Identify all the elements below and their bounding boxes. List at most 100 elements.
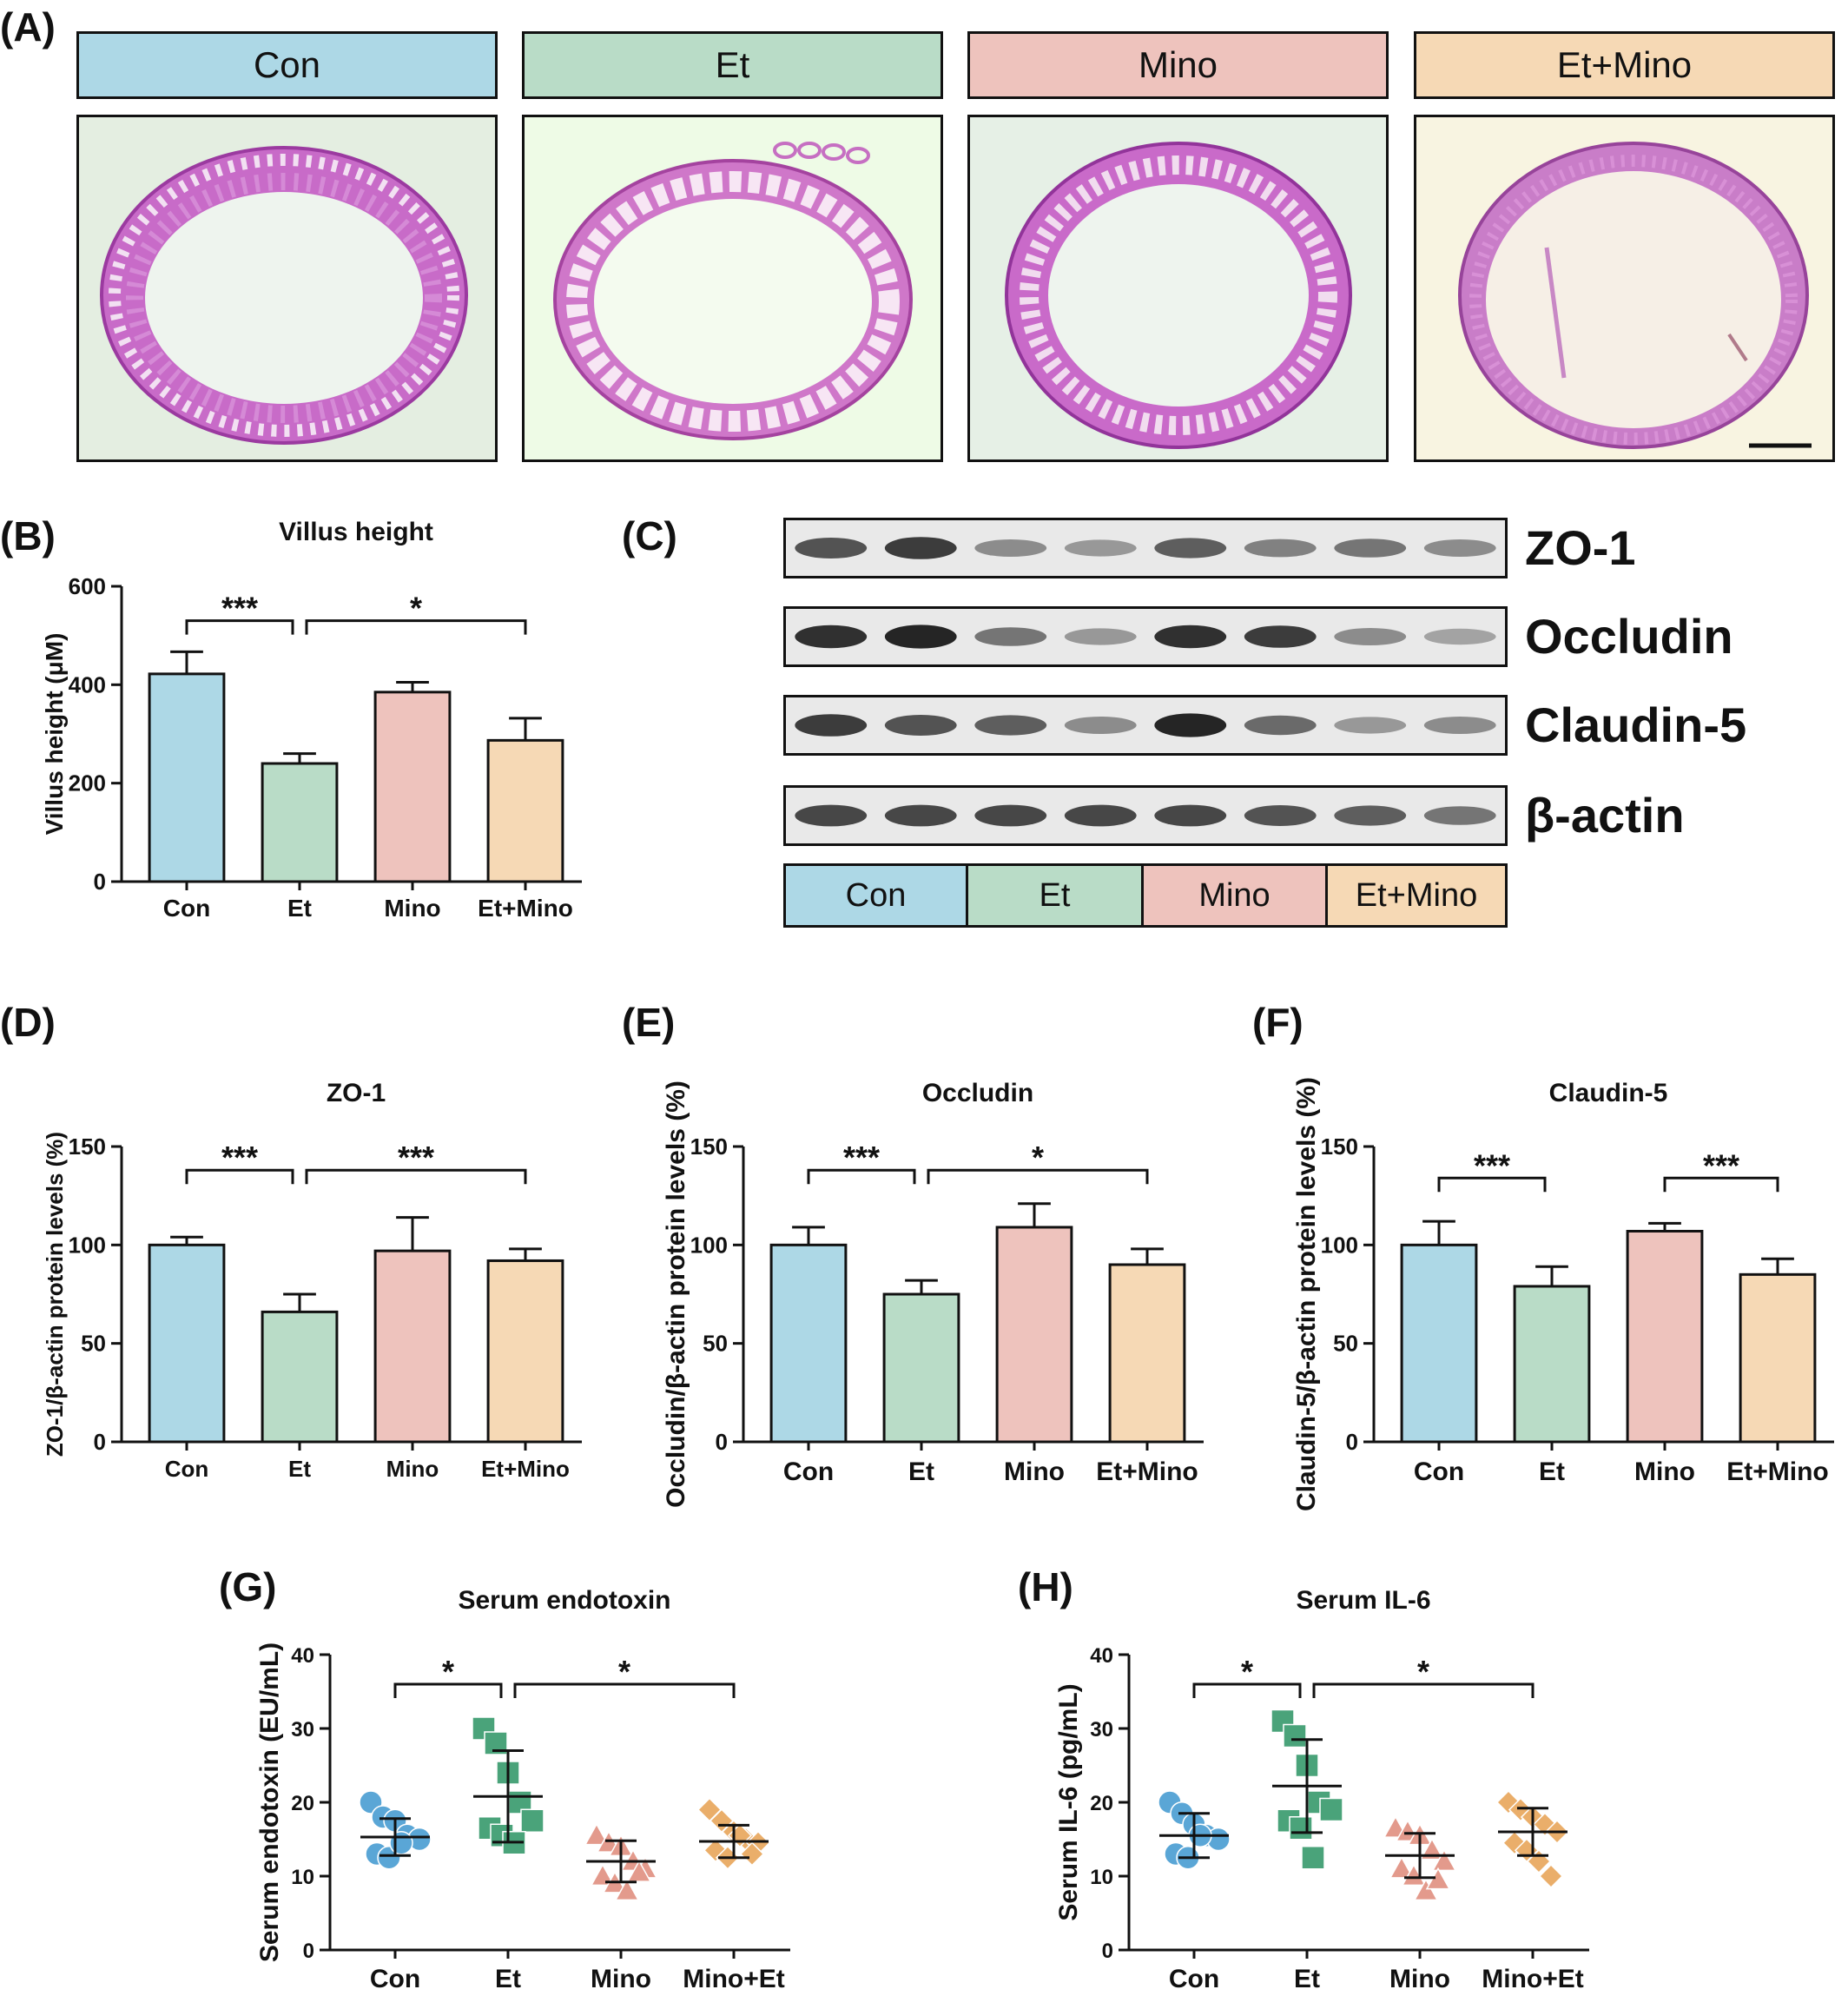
significance-label: *** — [843, 1140, 880, 1175]
wb-band — [974, 715, 1047, 736]
wb-band — [1423, 628, 1496, 645]
x-tick-label: Mino+Et — [1482, 1965, 1584, 1993]
y-tick-label: 100 — [1321, 1232, 1358, 1258]
y-tick-label: 10 — [291, 1866, 314, 1889]
wb-band — [795, 714, 868, 737]
wb-band — [795, 804, 868, 827]
x-tick-label: Mino — [1634, 1457, 1695, 1486]
bar-3 — [1108, 1263, 1186, 1444]
panel-label-f: (F) — [1252, 1000, 1304, 1045]
significance-label: *** — [1703, 1147, 1739, 1183]
x-tick-label: Mino — [1389, 1965, 1450, 1993]
wb-label-occludin: Occludin — [1525, 609, 1733, 664]
wb-label-bactin: β-actin — [1525, 788, 1685, 843]
significance-label: *** — [1474, 1147, 1510, 1183]
y-tick-label: 150 — [1321, 1133, 1358, 1160]
wb-label-claudin5: Claudin-5 — [1525, 697, 1747, 752]
wb-band — [795, 625, 868, 649]
wb-band — [1244, 625, 1317, 648]
wb-band — [1064, 628, 1137, 645]
bar-0 — [1400, 1243, 1478, 1444]
x-tick-label: Con — [1169, 1965, 1219, 1993]
significance-label: * — [618, 1654, 630, 1689]
bar-1 — [882, 1292, 960, 1444]
wb-band — [1064, 804, 1137, 827]
histology-header-con: Con — [76, 31, 498, 99]
y-tick-label: 400 — [69, 671, 106, 697]
y-tick-label: 20 — [1090, 1792, 1113, 1815]
bar-1 — [261, 1310, 339, 1444]
significance-bracket — [513, 1682, 736, 1698]
wb-group-etmino: Et+Mino — [1328, 866, 1505, 925]
y-axis-label: Serum endotoxin (EU/mL) — [255, 1642, 284, 1962]
bar-1 — [261, 762, 339, 883]
histology-image-con — [76, 115, 498, 462]
y-tick-label: 150 — [690, 1133, 728, 1160]
data-point — [590, 1863, 616, 1887]
data-point — [1431, 1848, 1457, 1872]
wb-band — [1154, 804, 1227, 827]
significance-label: * — [1241, 1654, 1253, 1689]
bar-1 — [1513, 1285, 1591, 1444]
data-point — [584, 1822, 610, 1846]
x-tick-label: Mino+Et — [683, 1965, 785, 1993]
y-tick-label: 30 — [1090, 1718, 1113, 1742]
significance-bracket — [305, 619, 527, 635]
y-tick-label: 30 — [291, 1718, 314, 1742]
wb-band — [1064, 539, 1137, 557]
chart-title: Serum IL-6 — [1296, 1586, 1430, 1615]
wb-band — [974, 539, 1047, 557]
significance-label: * — [410, 591, 422, 626]
chart-zo1: ZO-1 ZO-1/β-actin protein levels (%) 0 50 10… — [42, 1079, 582, 1482]
significance-bracket — [185, 1168, 294, 1185]
wb-strip-2 — [783, 695, 1508, 756]
y-tick-label: 50 — [703, 1331, 728, 1357]
significance-label: *** — [398, 1140, 434, 1175]
bar-3 — [486, 1259, 564, 1444]
x-tick-label: Mino — [1004, 1457, 1065, 1486]
y-tick-label: 0 — [94, 1429, 106, 1455]
y-tick-label: 0 — [94, 869, 106, 895]
y-tick-label: 0 — [716, 1429, 728, 1455]
chart-serum-endotoxin: Serum endotoxin Serum endotoxin (EU/mL) 0 1… — [255, 1586, 790, 1993]
significance-bracket — [1437, 1176, 1547, 1193]
x-tick-label: Mino — [591, 1965, 651, 1993]
y-axis-label: Serum IL-6 (pg/mL) — [1054, 1683, 1083, 1920]
y-tick-label: 100 — [69, 1232, 106, 1258]
panel-label-b: (B) — [0, 513, 56, 558]
wb-band — [974, 804, 1047, 827]
wb-band — [1244, 539, 1317, 558]
y-tick-label: 50 — [81, 1331, 106, 1357]
y-axis-label: Occludin/β-actin protein levels (%) — [662, 1081, 690, 1508]
wb-band — [1154, 625, 1227, 649]
bar-2 — [373, 1249, 452, 1444]
wb-band — [1154, 713, 1227, 737]
panel-label-d: (D) — [0, 1000, 56, 1045]
x-tick-label: Con — [1414, 1457, 1464, 1486]
histology-image-etmino — [1414, 115, 1835, 462]
x-tick-label: Con — [163, 895, 210, 922]
chart-title: Serum endotoxin — [458, 1586, 670, 1615]
histology-image-et — [522, 115, 943, 462]
significance-bracket — [927, 1168, 1149, 1185]
y-tick-label: 10 — [1090, 1866, 1113, 1889]
x-tick-label: Et+Mino — [481, 1456, 570, 1482]
x-tick-label: Et — [1539, 1457, 1565, 1486]
significance-bracket — [1663, 1176, 1779, 1193]
significance-label: *** — [221, 1140, 258, 1175]
y-tick-label: 600 — [69, 573, 106, 599]
x-tick-label: Con — [370, 1965, 420, 1993]
data-point — [1413, 1878, 1439, 1901]
x-tick-label: Et+Mino — [1096, 1457, 1198, 1486]
y-tick-label: 100 — [690, 1232, 728, 1258]
panel-label-c: (C) — [622, 513, 677, 558]
chart-villus-height: Villus height Villus height (μM) 0 200 400 60… — [41, 518, 582, 922]
significance-label: *** — [221, 591, 258, 626]
wb-band — [1423, 806, 1496, 825]
y-axis-label: Claudin-5/β-actin protein levels (%) — [1292, 1077, 1321, 1511]
wb-band — [974, 627, 1047, 646]
wb-strip-3 — [783, 785, 1508, 846]
wb-group-et: Et — [968, 866, 1144, 925]
wb-band — [1423, 717, 1496, 734]
panel-label-g: (G) — [219, 1564, 277, 1609]
